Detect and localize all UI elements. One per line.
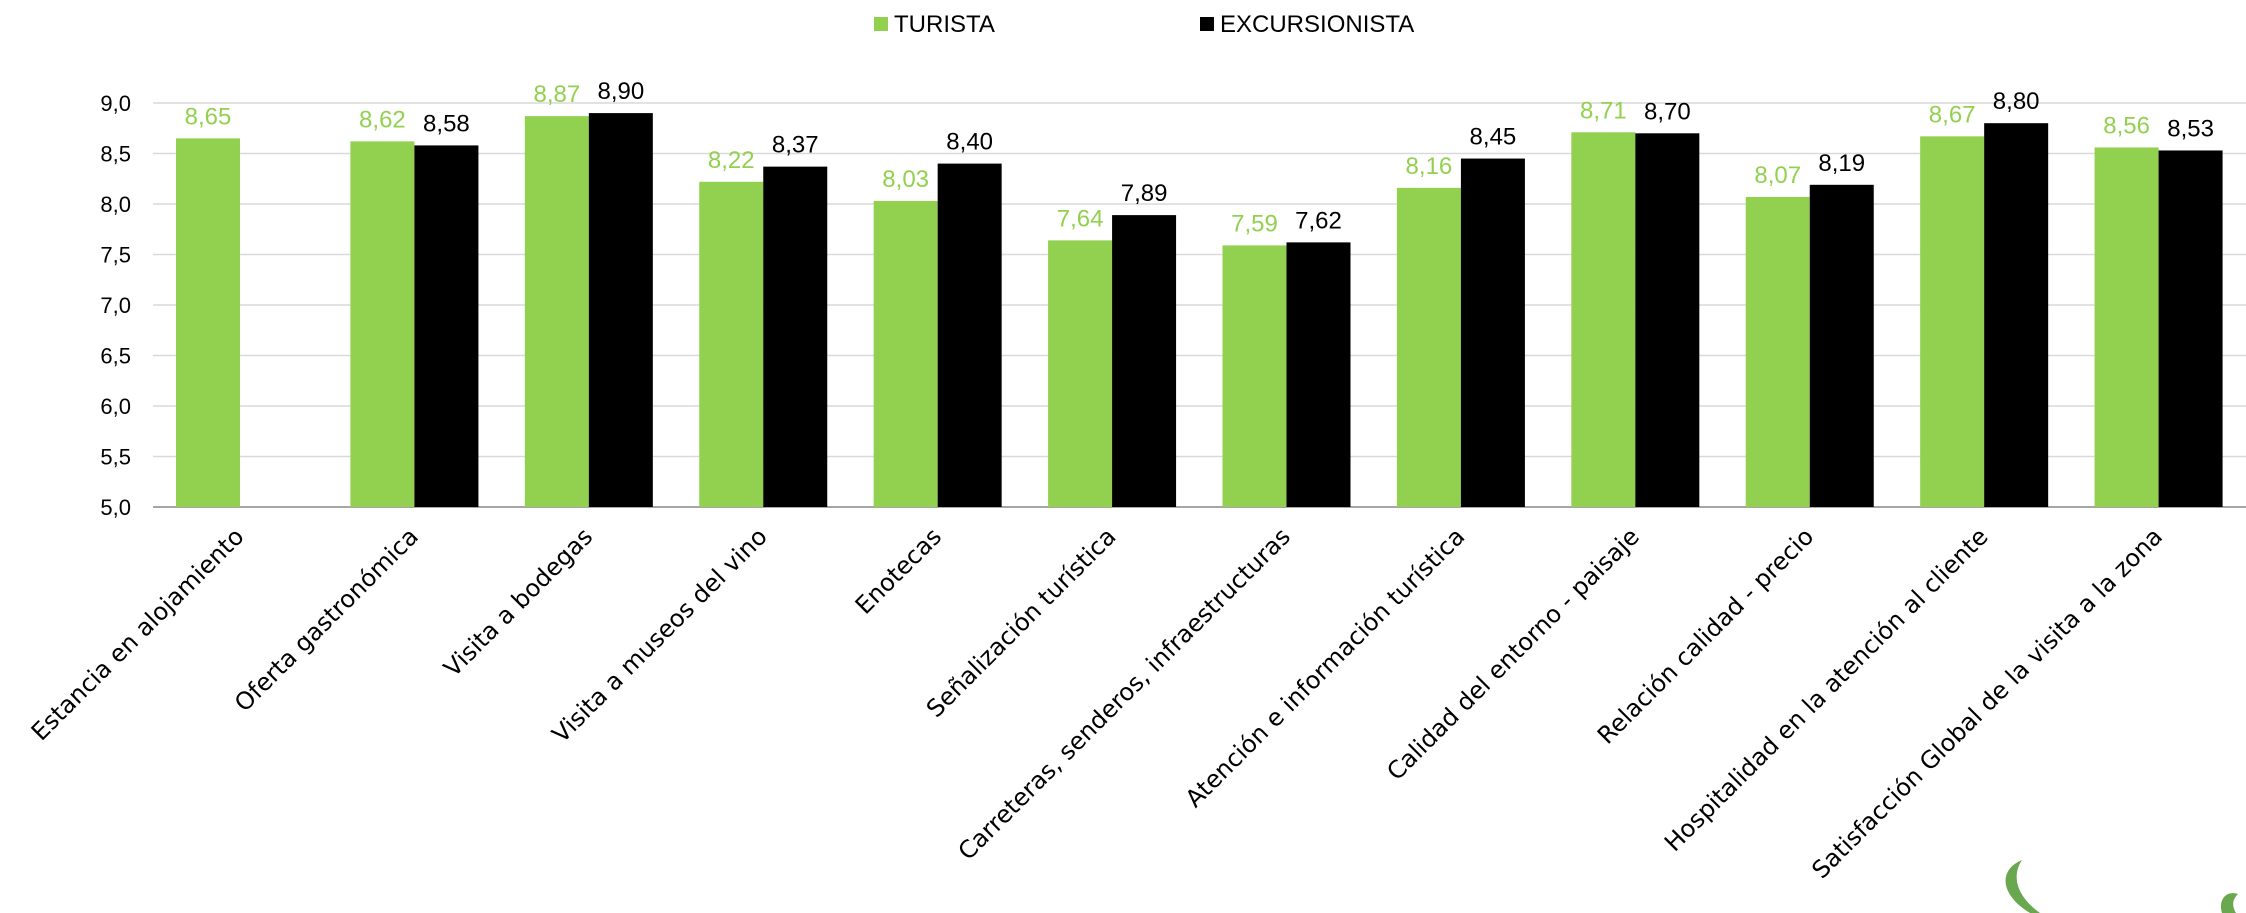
bar-turista [1222, 245, 1287, 507]
data-label-turista: 8,22 [708, 147, 755, 174]
data-label-turista: 7,64 [1057, 205, 1104, 232]
bar-excursionista [763, 166, 828, 507]
data-label-excursionista: 7,89 [1121, 180, 1168, 207]
bar-turista [1920, 136, 1985, 507]
y-tick-label: 7,0 [100, 293, 131, 318]
bar-turista [2094, 147, 2159, 507]
x-category-label: Atención e información turística [1180, 522, 1470, 812]
data-label-turista: 8,07 [1754, 162, 1801, 189]
bar-excursionista [2158, 150, 2223, 507]
bar-excursionista [1984, 123, 2049, 507]
bar-turista [350, 141, 415, 507]
bar-excursionista [1635, 133, 1700, 508]
data-label-excursionista: 8,80 [1993, 88, 2040, 115]
bar-excursionista [414, 145, 479, 508]
data-label-turista: 8,65 [185, 103, 232, 130]
data-label-excursionista: 8,45 [1470, 124, 1517, 151]
logo-leaf-mark [2220, 893, 2238, 913]
y-axis: 5,0 5,5 6,0 6,5 7,0 7,5 8,0 8,5 9,0 [100, 91, 131, 520]
y-tick-label: 8,0 [100, 192, 131, 217]
data-label-turista: 8,56 [2103, 112, 2150, 139]
y-tick-label: 5,5 [100, 445, 131, 470]
bar-excursionista [588, 113, 653, 507]
data-label-turista: 8,71 [1580, 97, 1627, 124]
brand-logo-partial [2005, 860, 2238, 913]
bar-excursionista [1112, 215, 1177, 508]
data-label-turista: 8,62 [359, 106, 406, 133]
chart-legend: TURISTA EXCURSIONISTA [874, 11, 1414, 38]
data-label-excursionista: 8,90 [597, 78, 644, 105]
bar-turista [1048, 240, 1113, 508]
x-category-label: Señalización turística [921, 522, 1122, 723]
y-tick-label: 6,5 [100, 344, 131, 369]
data-label-excursionista: 8,70 [1644, 98, 1691, 125]
bar-turista [1396, 187, 1461, 507]
bar-excursionista [1460, 158, 1525, 508]
bar-excursionista [1809, 184, 1874, 507]
x-category-label: Enotecas [850, 522, 947, 619]
x-category-label: Satisfacción Global de la visita a la zo… [1806, 522, 2168, 884]
legend-label-turista: TURISTA [894, 11, 995, 38]
legend-label-excursionista: EXCURSIONISTA [1220, 11, 1414, 38]
data-label-excursionista: 8,40 [946, 129, 993, 156]
data-label-turista: 8,87 [533, 81, 580, 108]
legend-swatch-turista [874, 17, 888, 31]
data-label-excursionista: 8,58 [423, 110, 470, 137]
bar-turista [524, 116, 589, 507]
data-label-excursionista: 8,19 [1818, 150, 1865, 177]
y-tick-label: 5,0 [100, 495, 131, 520]
data-label-turista: 8,03 [882, 166, 929, 193]
bar-turista [873, 200, 938, 507]
bar-turista [1745, 196, 1810, 507]
y-tick-label: 7,5 [100, 243, 131, 268]
chart-bars [176, 113, 2223, 508]
x-category-label: Carreteras, senderos, infraestructuras [953, 522, 1296, 865]
bar-excursionista [1286, 242, 1351, 507]
y-tick-label: 6,0 [100, 394, 131, 419]
data-labels: 8,65 8,62 8,58 8,87 8,90 8,22 8,37 8,03 8,40 7,64… [185, 78, 2214, 237]
bar-turista [176, 138, 240, 507]
bar-turista [699, 181, 764, 507]
x-category-label: Hospitalidad en la atención al cliente [1659, 522, 1994, 857]
x-category-label: Oferta gastronómica [229, 522, 424, 717]
bar-excursionista [937, 163, 1002, 507]
x-category-label: Visita a bodegas [438, 522, 598, 682]
data-label-excursionista: 7,62 [1295, 207, 1342, 234]
data-label-turista: 8,16 [1406, 153, 1453, 180]
data-label-excursionista: 8,53 [2167, 115, 2214, 142]
legend-swatch-excursionista [1200, 17, 1214, 31]
y-tick-label: 8,5 [100, 142, 131, 167]
data-label-turista: 8,67 [1929, 101, 1976, 128]
x-category-label: Estancia en alojamiento [26, 522, 250, 746]
logo-swirl-mark [2005, 860, 2040, 913]
data-label-turista: 7,59 [1231, 210, 1278, 237]
y-tick-label: 9,0 [100, 91, 131, 116]
bar-turista [1571, 132, 1636, 508]
chart-gridlines [153, 102, 2246, 508]
data-label-excursionista: 8,37 [772, 132, 819, 159]
